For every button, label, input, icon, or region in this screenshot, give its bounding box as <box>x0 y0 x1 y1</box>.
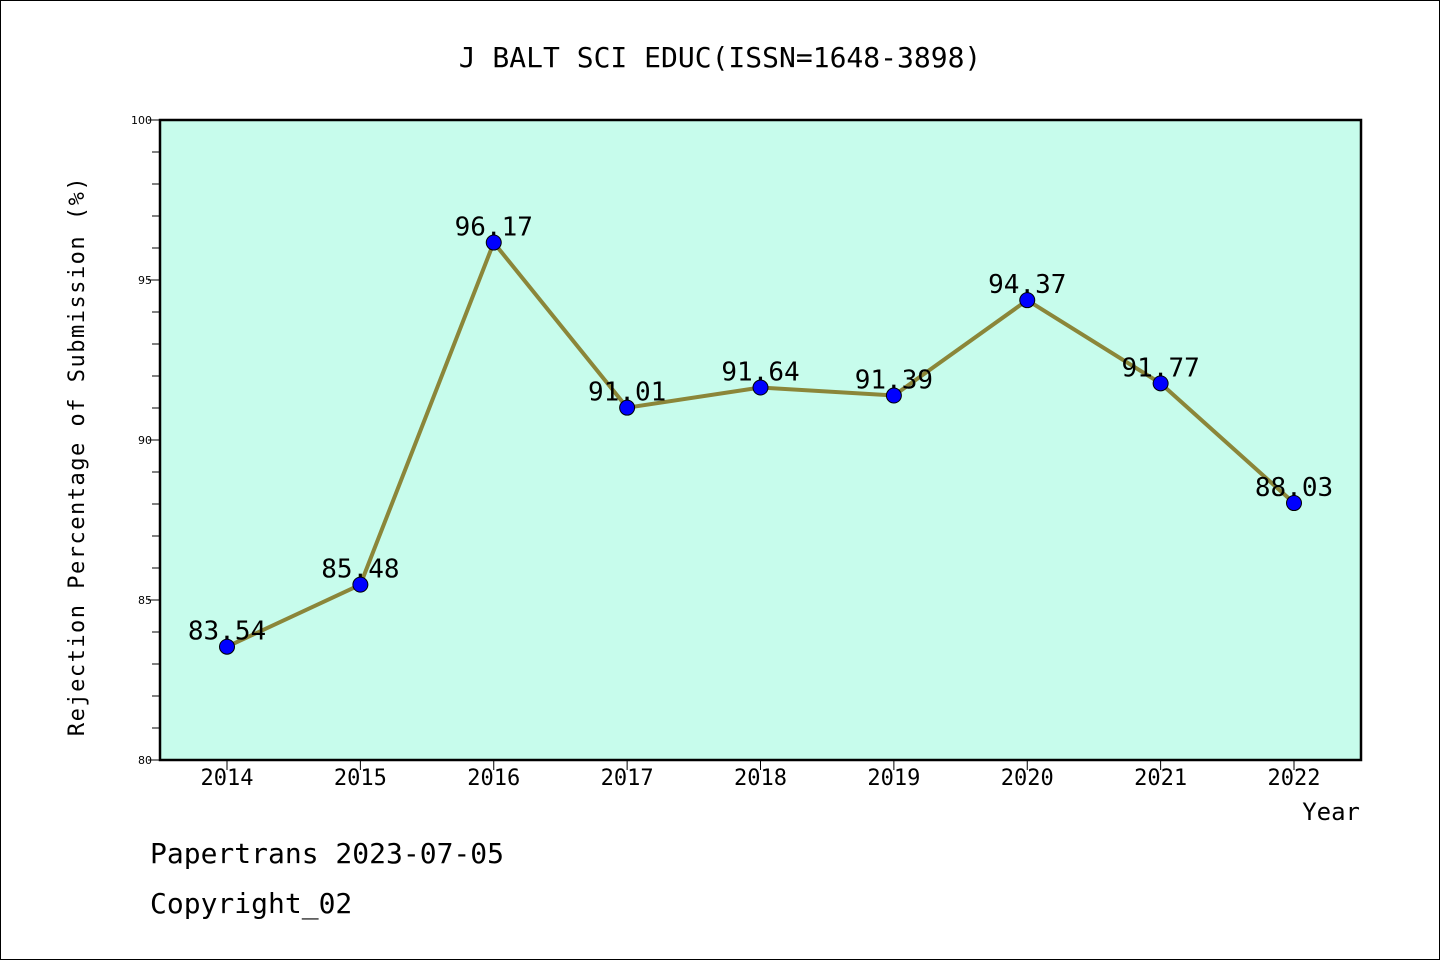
x-tick-label: 2018 <box>734 766 787 791</box>
y-tick-label: 85 <box>138 594 152 607</box>
data-point <box>1152 375 1169 392</box>
x-axis-label: Year <box>1302 798 1360 826</box>
data-label: 85.48 <box>321 555 399 585</box>
data-label: 91.64 <box>721 358 799 388</box>
data-label: 91.77 <box>1121 353 1199 383</box>
chart-title: J BALT SCI EDUC(ISSN=1648-3898) <box>459 41 982 74</box>
data-label: 91.39 <box>855 366 933 396</box>
x-tick-label: 2016 <box>467 766 520 791</box>
footer-date: Papertrans 2023-07-05 <box>150 837 504 870</box>
data-point <box>752 379 769 396</box>
y-tick-label: 100 <box>131 114 152 127</box>
data-point <box>352 576 369 593</box>
x-tick-label: 2019 <box>867 766 920 791</box>
data-point <box>885 387 902 404</box>
plot-area <box>158 118 1363 762</box>
data-point <box>1286 495 1302 512</box>
data-point <box>219 638 235 655</box>
y-tick-label: 95 <box>138 274 152 287</box>
y-tick-label: 80 <box>138 754 152 767</box>
y-axis-label: Rejection Percentage of Submission (%) <box>65 176 90 736</box>
x-tick-label: 2017 <box>601 766 654 791</box>
x-tick-label: 2015 <box>334 766 387 791</box>
x-axis: 2014 2015 2016 2017 2018 2019 2020 2021 2022 <box>201 760 1321 791</box>
data-markers <box>219 234 1302 655</box>
data-label: 91.01 <box>588 378 666 408</box>
data-label: 94.37 <box>988 270 1066 300</box>
data-label: 88.03 <box>1255 473 1333 503</box>
data-point <box>619 399 636 416</box>
x-tick-label: 2022 <box>1268 766 1321 791</box>
y-axis: 80 85 90 95 100 <box>131 114 160 767</box>
y-tick-label: 90 <box>138 434 152 447</box>
footer-copyright: Copyright_02 <box>150 887 352 921</box>
data-label: 83.54 <box>188 617 266 647</box>
data-point <box>1019 292 1036 309</box>
data-labels: 83.54 85.48 96.17 91.01 91.64 91.39 94.37 91.77… <box>188 213 1333 647</box>
data-label: 96.17 <box>455 213 533 243</box>
x-tick-label: 2020 <box>1001 766 1054 791</box>
data-point <box>485 234 502 251</box>
x-tick-label: 2021 <box>1134 766 1187 791</box>
x-tick-label: 2014 <box>201 766 254 791</box>
